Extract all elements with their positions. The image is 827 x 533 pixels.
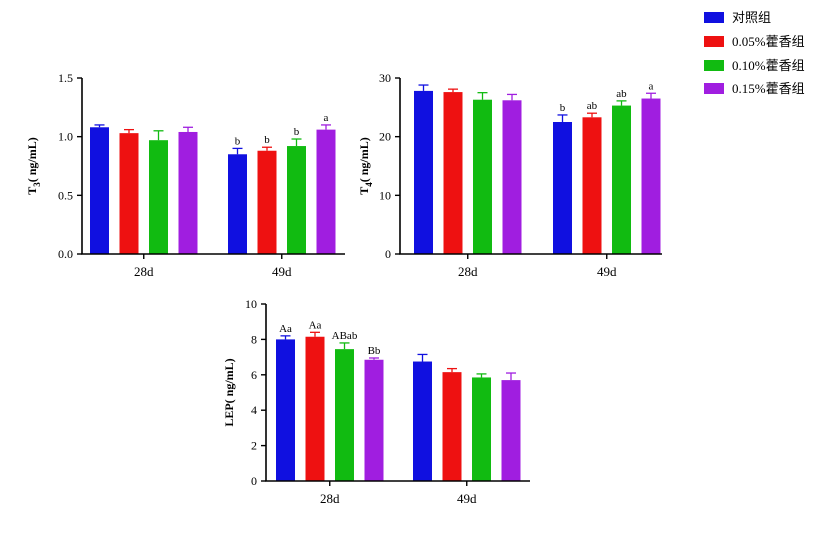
y-axis-title-main: T xyxy=(357,187,371,195)
y-axis-title-unit: ( ng/mL) xyxy=(25,137,39,182)
significance-label: b xyxy=(235,135,241,147)
y-tick-label: 8 xyxy=(251,332,257,346)
significance-label: Aa xyxy=(279,323,292,335)
bar xyxy=(501,380,521,481)
significance-label: a xyxy=(649,80,654,92)
legend-swatch xyxy=(704,60,724,71)
y-tick-label: 1.0 xyxy=(58,130,73,144)
y-axis-title-main: T xyxy=(25,187,39,195)
y-axis-title-main: LEP xyxy=(222,403,236,426)
bar xyxy=(502,100,522,254)
legend-swatch xyxy=(704,83,724,94)
y-axis-title: T4( ng/mL) xyxy=(357,137,374,195)
y-tick-label: 6 xyxy=(251,368,257,382)
legend-swatch xyxy=(704,12,724,23)
bar xyxy=(149,140,168,254)
bar xyxy=(335,349,354,481)
y-tick-label: 20 xyxy=(379,130,391,144)
y-axis-title: T3( ng/mL) xyxy=(25,137,42,195)
x-tick-label: 49d xyxy=(597,264,617,279)
legend-label: 0.10%藿香组 xyxy=(732,58,805,73)
significance-label: ab xyxy=(616,88,627,100)
y-tick-label: 1.5 xyxy=(58,71,73,85)
y-tick-label: 30 xyxy=(379,71,391,85)
significance-label: Aa xyxy=(309,319,322,331)
y-tick-label: 0.5 xyxy=(58,188,73,202)
bar xyxy=(414,90,433,254)
bar xyxy=(287,146,306,254)
bar xyxy=(257,150,277,254)
bar xyxy=(553,122,572,254)
x-tick-label: 28d xyxy=(320,491,340,506)
y-tick-label: 2 xyxy=(251,439,257,453)
legend-label: 对照组 xyxy=(732,10,771,25)
bar xyxy=(228,154,247,254)
x-tick-label: 49d xyxy=(272,264,292,279)
y-tick-label: 0 xyxy=(251,474,257,488)
significance-label: b xyxy=(560,102,566,114)
significance-label: b xyxy=(264,134,270,146)
y-tick-label: 10 xyxy=(245,297,257,311)
bar xyxy=(364,359,384,481)
bar xyxy=(305,336,325,481)
bar xyxy=(413,361,432,481)
y-tick-label: 10 xyxy=(379,188,391,202)
y-tick-label: 0 xyxy=(385,247,391,261)
y-axis-title-subscript: 4 xyxy=(364,182,374,187)
y-axis-title: LEP( ng/mL) xyxy=(222,358,236,426)
bar xyxy=(473,99,492,254)
y-tick-label: 4 xyxy=(251,403,257,417)
bar xyxy=(90,127,109,254)
bar xyxy=(442,372,462,481)
x-tick-label: 28d xyxy=(458,264,478,279)
bar xyxy=(119,133,139,254)
bar xyxy=(641,98,661,255)
legend-swatch xyxy=(704,36,724,47)
significance-label: a xyxy=(324,112,329,124)
bar xyxy=(472,377,491,481)
bar xyxy=(582,117,602,254)
bar xyxy=(178,131,198,254)
bar xyxy=(276,339,295,481)
x-tick-label: 28d xyxy=(134,264,154,279)
bar xyxy=(612,105,631,254)
y-tick-label: 0.0 xyxy=(58,247,73,261)
x-tick-label: 49d xyxy=(457,491,477,506)
y-axis-title-unit: ( ng/mL) xyxy=(357,137,371,182)
significance-label: b xyxy=(294,126,300,138)
bar xyxy=(443,92,463,254)
significance-label: ab xyxy=(587,100,598,112)
significance-label: Bb xyxy=(368,345,381,357)
y-axis-title-unit: ( ng/mL) xyxy=(222,358,236,403)
legend-label: 0.05%藿香组 xyxy=(732,34,805,49)
legend: 对照组 0.05%藿香组 0.10%藿香组 0.15%藿香组 xyxy=(704,10,805,96)
bar xyxy=(316,129,336,254)
chart-panel-t4: 28d b ab ab a 49d 0 10 20 30 T4( ng/mL) xyxy=(357,71,662,279)
legend-label: 0.15%藿香组 xyxy=(732,81,805,96)
chart-panel-t3: 28d b b b a 49d 0.0 0.5 1.0 1.5 T3( ng/mL) xyxy=(25,71,345,279)
y-axis-title-subscript: 3 xyxy=(32,182,42,187)
chart-panel-lep: Aa Aa ABab Bb 28d 49d 0 2 4 6 8 10 LEP( ng/mL) xyxy=(222,297,530,506)
significance-label: ABab xyxy=(332,330,358,342)
